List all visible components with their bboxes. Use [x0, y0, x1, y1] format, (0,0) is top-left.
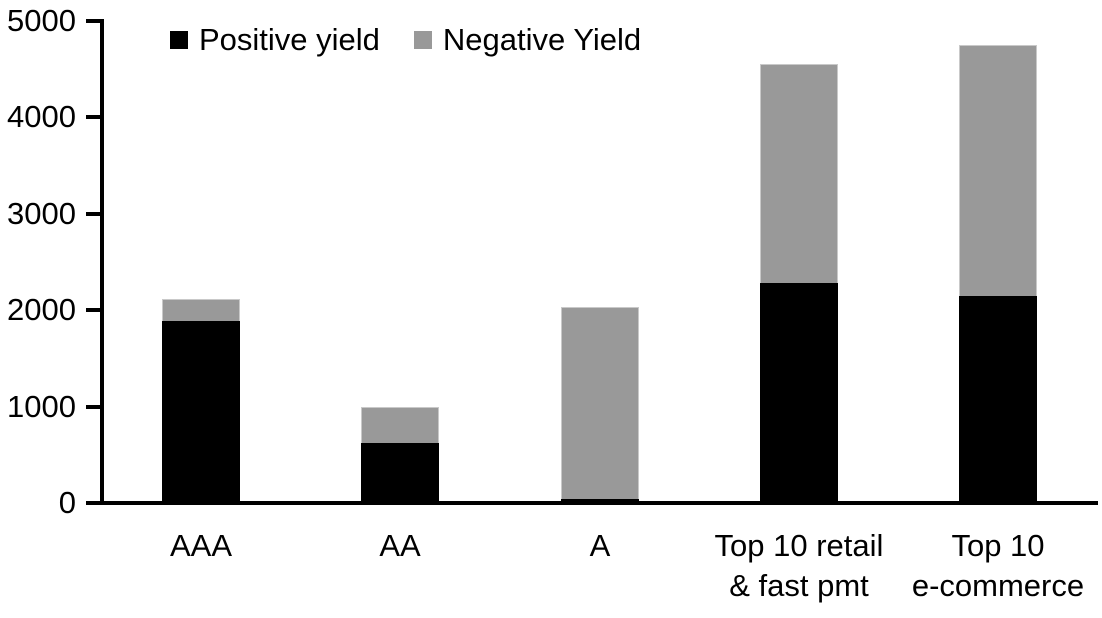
legend-item: Positive yield — [170, 22, 380, 58]
bar-segment-positive-yield — [361, 442, 439, 503]
y-axis-tick — [86, 211, 100, 216]
x-category-label: Top 10 retail & fast pmt — [714, 528, 884, 603]
legend-label: Positive yield — [199, 22, 380, 57]
bar-segment-negative-yield — [760, 64, 838, 284]
y-tick-label: 4000 — [7, 99, 76, 135]
legend-swatch-icon — [413, 31, 432, 49]
y-tick-label: 3000 — [7, 195, 76, 231]
x-category-label: AAA — [169, 528, 233, 563]
legend-label: Negative Yield — [442, 22, 642, 57]
bar-segment-positive-yield — [959, 296, 1037, 503]
y-tick-label: 1000 — [7, 388, 76, 424]
y-axis-tick — [86, 404, 100, 409]
bar-segment-positive-yield — [561, 498, 639, 503]
x-category-label: Top 10 e-commerce — [911, 528, 1085, 603]
bar-segment-negative-yield — [561, 307, 639, 499]
y-axis-line — [100, 19, 104, 505]
x-category-label: A — [589, 528, 611, 563]
bar-segment-positive-yield — [760, 283, 838, 503]
x-category-label: AA — [379, 528, 421, 563]
legend-item: Negative Yield — [413, 22, 642, 58]
bar-segment-negative-yield — [162, 298, 240, 321]
bar-segment-positive-yield — [162, 320, 240, 503]
y-axis-tick — [86, 308, 100, 313]
x-axis-line — [100, 501, 1098, 505]
y-axis-tick — [86, 501, 100, 505]
y-tick-label: 0 — [58, 485, 76, 520]
y-tick-label: 2000 — [7, 292, 76, 328]
y-axis-tick — [86, 19, 100, 23]
bar-segment-negative-yield — [361, 406, 439, 443]
legend: Positive yield Negative Yield — [170, 22, 641, 58]
y-axis-tick — [86, 115, 100, 120]
y-tick-label: 5000 — [7, 3, 76, 38]
bar-segment-negative-yield — [959, 45, 1037, 297]
legend-swatch-icon — [170, 31, 188, 49]
